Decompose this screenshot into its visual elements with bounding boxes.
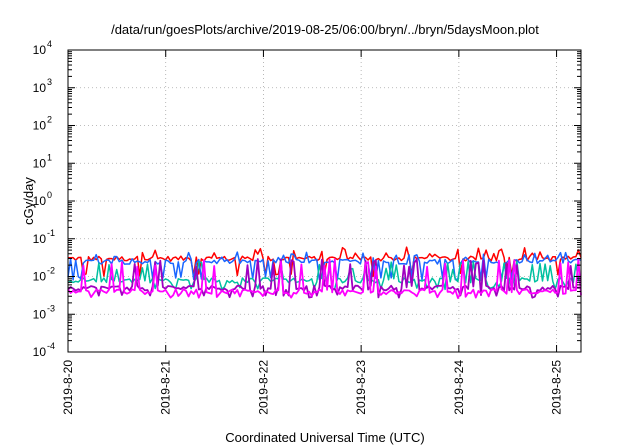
y-tick-exponent: 0 [47,190,52,200]
y-tick-label: 10 [33,156,47,170]
x-tick-labels: 2019-8-20 2019-8-21 2019-8-22 2019-8-23 2019… [61,360,564,415]
chart-title: /data/run/goesPlots/archive/2019-08-25/0… [111,22,539,37]
y-tick-label: 10 [33,345,47,359]
y-tick-exponent: -2 [47,266,55,276]
x-tick-label: 2019-8-20 [61,360,75,415]
y-tick-label: 10 [33,194,47,208]
x-tick-label: 2019-8-22 [256,360,270,415]
y-tick-exponent: -4 [47,341,55,351]
y-tick-exponent: 3 [47,77,52,87]
y-tick-label: 10 [33,43,47,57]
y-tick-label: 10 [33,232,47,246]
y-axis-label: cGy/day [21,177,36,225]
x-tick-label: 2019-8-24 [452,360,466,415]
x-tick-label: 2019-8-25 [550,360,564,415]
y-tick-exponent: -3 [47,303,55,313]
y-tick-exponent: 4 [47,39,52,49]
series-group [67,246,582,299]
x-tick-label: 2019-8-23 [354,360,368,415]
ticks [67,49,581,353]
y-tick-label: 10 [33,81,47,95]
y-tick-exponent: -1 [47,228,55,238]
x-axis-label: Coordinated Universal Time (UTC) [225,430,424,445]
y-tick-label: 10 [33,119,47,133]
x-tick-label: 2019-8-21 [159,360,173,415]
grid [68,50,581,352]
series-line [67,257,582,299]
y-tick-label: 10 [33,307,47,321]
y-tick-exponent: 1 [47,152,52,162]
y-tick-exponent: 2 [47,115,52,125]
y-tick-label: 10 [33,270,47,284]
